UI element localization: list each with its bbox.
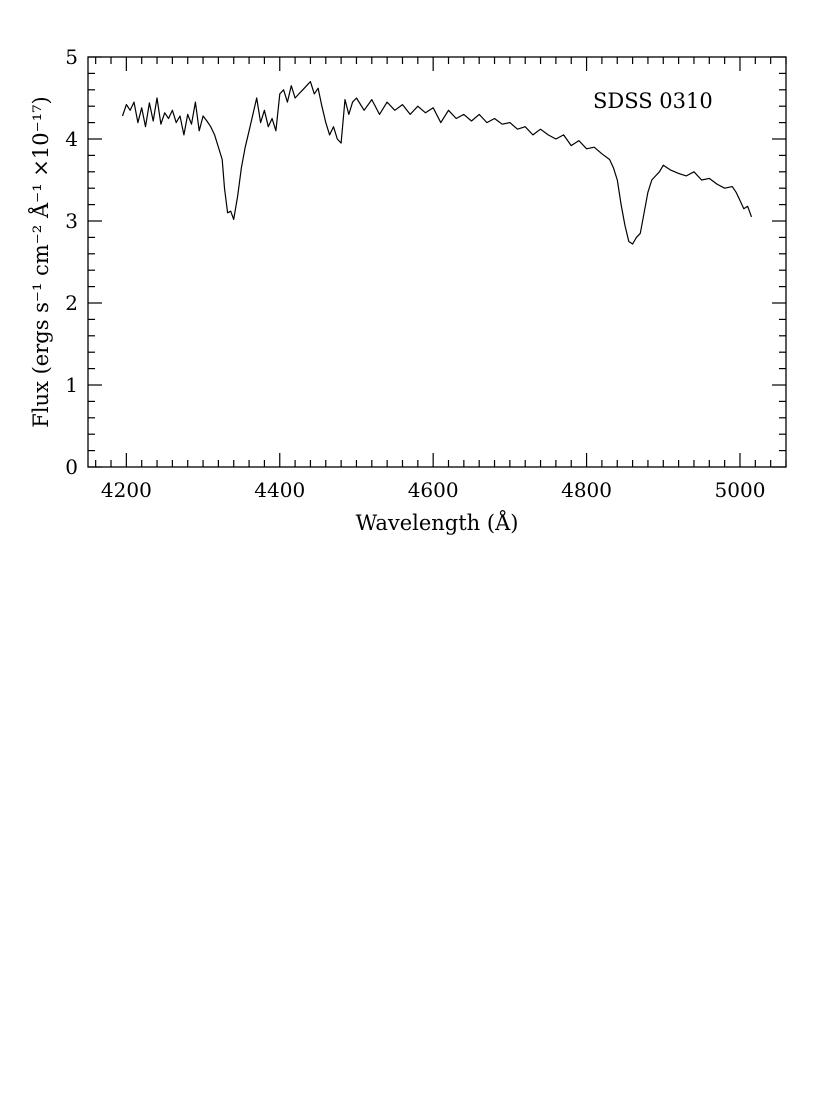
y-tick-label: 3 xyxy=(65,209,78,233)
y-axis-label: Flux (ergs s⁻¹ cm⁻² Å⁻¹ ×10⁻¹⁷) xyxy=(28,96,53,427)
tick-marks xyxy=(88,56,787,468)
y-tick-label: 2 xyxy=(65,291,78,315)
y-tick-label: 0 xyxy=(65,455,78,479)
x-tick-label: 4600 xyxy=(408,478,459,502)
y-tick-label: 5 xyxy=(65,45,78,69)
x-tick-label: 5000 xyxy=(715,478,766,502)
y-tick-label: 4 xyxy=(65,127,78,151)
tick-labels: 4200 4400 4600 4800 5000 0 1 2 3 4 5 xyxy=(65,45,765,502)
plot-frame xyxy=(87,56,787,468)
x-axis-label: Wavelength (Å) xyxy=(356,510,519,535)
spectrum-line xyxy=(121,81,753,245)
x-tick-label: 4800 xyxy=(561,478,612,502)
x-tick-label: 4400 xyxy=(254,478,305,502)
y-tick-label: 1 xyxy=(65,373,78,397)
x-tick-label: 4200 xyxy=(101,478,152,502)
object-label: SDSS 0310 xyxy=(593,89,713,113)
